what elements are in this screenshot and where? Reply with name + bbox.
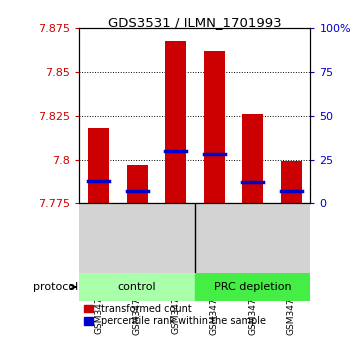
Bar	[195, 274, 310, 301]
Text: protocol: protocol	[34, 282, 79, 292]
Bar	[165, 41, 186, 204]
Bar	[127, 165, 148, 204]
Bar	[280, 161, 302, 204]
Bar	[88, 128, 109, 204]
Text: PRC depletion: PRC depletion	[214, 282, 292, 292]
Legend: transformed count, percentile rank within the sample: transformed count, percentile rank withi…	[84, 304, 266, 326]
Bar	[204, 51, 225, 204]
Bar	[79, 274, 195, 301]
Text: GDS3531 / ILMN_1701993: GDS3531 / ILMN_1701993	[108, 16, 282, 29]
Text: control: control	[118, 282, 156, 292]
Bar	[242, 114, 263, 204]
